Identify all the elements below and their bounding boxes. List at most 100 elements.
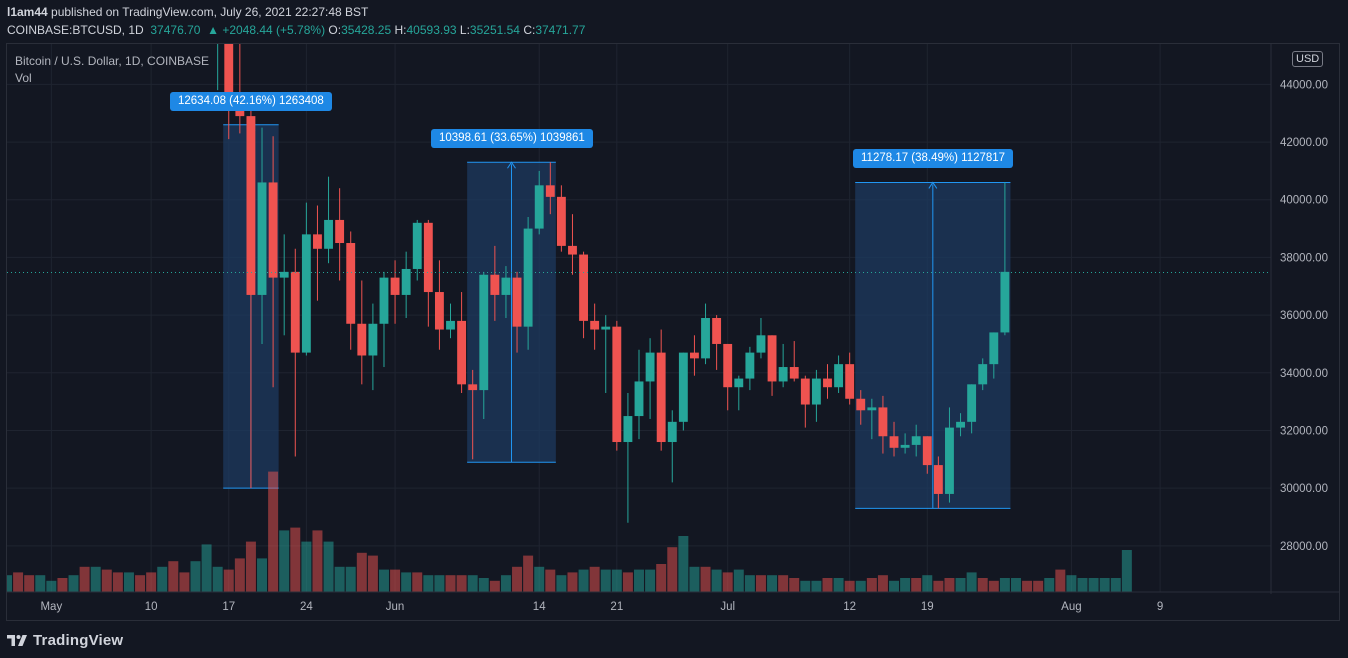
- candle: [967, 384, 977, 434]
- volume-bar: [1033, 580, 1044, 592]
- candle-body: [368, 323, 378, 356]
- candle-body: [634, 381, 644, 417]
- price-tick-label: 42000.00: [1280, 137, 1328, 149]
- price-tick-label: 30000.00: [1280, 483, 1328, 495]
- candle-body: [568, 245, 577, 255]
- candle: [945, 407, 954, 503]
- time-tick-label: 14: [533, 601, 546, 613]
- candle-body: [612, 326, 622, 443]
- candle: [601, 315, 611, 393]
- candle-body: [734, 378, 744, 388]
- volume-bar: [234, 558, 245, 592]
- volume-legend[interactable]: Vol: [15, 71, 32, 85]
- volume-bar: [999, 578, 1010, 592]
- candle-body: [501, 277, 511, 295]
- volume-bar: [1066, 575, 1077, 592]
- volume-bar: [711, 569, 722, 592]
- candle-body: [556, 196, 566, 246]
- candle: [1000, 182, 1010, 336]
- measure-label[interactable]: 12634.08 (42.16%) 1263408: [170, 92, 332, 111]
- candle-body: [290, 271, 300, 353]
- candle: [279, 234, 289, 336]
- volume-bar: [1088, 578, 1099, 592]
- volume-bar: [1022, 580, 1033, 592]
- price-chart[interactable]: 44000.00 42000.00 40000.00 38000.00 36000.00…: [7, 44, 1339, 620]
- measure-label[interactable]: 11278.17 (38.49%) 1127817: [853, 149, 1014, 168]
- volume-bar: [123, 572, 134, 592]
- candle-body: [434, 292, 444, 330]
- candle-body: [623, 416, 633, 443]
- volume-bar: [567, 572, 578, 592]
- candle: [579, 251, 588, 339]
- candle: [390, 260, 400, 324]
- volume-bar: [955, 578, 966, 592]
- volume-bar: [257, 558, 268, 592]
- volume-bar: [622, 572, 633, 592]
- last-price: 37476.70: [150, 23, 201, 37]
- candle-body: [656, 352, 666, 443]
- volume-bar: [844, 580, 855, 592]
- volume-bar: [534, 566, 545, 592]
- time-axis-labels: May 10 17 24 Jun 14 21 Jul 12 19 Aug 9: [40, 601, 1163, 613]
- volume-bar: [1044, 578, 1055, 592]
- volume-bar: [456, 575, 467, 592]
- tradingview-footer[interactable]: TradingView: [7, 630, 123, 650]
- candle: [590, 303, 600, 350]
- time-tick-label: Aug: [1061, 601, 1081, 613]
- candle: [545, 162, 555, 215]
- volume-bar: [523, 555, 534, 592]
- volume-bar: [356, 552, 367, 592]
- price-tick-label: 28000.00: [1280, 541, 1328, 553]
- volume-bar: [57, 578, 68, 592]
- candle-body: [845, 364, 855, 399]
- price-tick-label: 36000.00: [1280, 310, 1328, 322]
- candle: [468, 369, 478, 460]
- price-tick-label: 40000.00: [1280, 195, 1328, 207]
- volume-bar: [811, 580, 822, 592]
- candle-body: [446, 320, 455, 330]
- measure-label[interactable]: 10398.61 (33.65%) 1039861: [431, 129, 593, 148]
- volume-bar: [889, 580, 900, 592]
- candle: [434, 260, 444, 350]
- candle-body: [900, 444, 910, 448]
- candle-body: [678, 352, 688, 422]
- time-tick-label: 12: [843, 601, 856, 613]
- volume-bar: [512, 566, 523, 592]
- candle: [911, 424, 921, 457]
- candle: [701, 303, 710, 365]
- candle: [290, 248, 300, 457]
- volume-bar: [112, 572, 123, 592]
- currency-badge[interactable]: USD: [1292, 51, 1324, 67]
- price-tick-label: 32000.00: [1280, 425, 1328, 437]
- volume-bar: [722, 572, 733, 592]
- candle: [446, 303, 455, 339]
- volume-bar: [378, 569, 389, 592]
- volume-bar: [966, 572, 977, 592]
- candle: [257, 127, 267, 344]
- publisher-name[interactable]: l1am44: [7, 5, 48, 19]
- candle-body: [601, 326, 611, 330]
- volume-bar: [290, 527, 301, 592]
- candle: [512, 271, 522, 353]
- candle: [856, 390, 866, 425]
- candle: [501, 266, 511, 318]
- volume-bar: [634, 569, 644, 592]
- candle: [479, 271, 489, 419]
- volume-bar: [423, 575, 434, 592]
- candle: [734, 375, 744, 411]
- candle-body: [945, 427, 954, 494]
- volume-bar: [168, 561, 179, 592]
- candle: [423, 219, 433, 327]
- candle: [823, 364, 832, 399]
- candle-body: [1000, 271, 1010, 333]
- volume-bar: [944, 578, 955, 592]
- close-label: C:: [523, 23, 536, 37]
- candle: [313, 205, 322, 301]
- volume-bar: [445, 575, 456, 592]
- series-legend-title[interactable]: Bitcoin / U.S. Dollar, 1D, COINBASE: [15, 54, 210, 68]
- candle-body: [423, 222, 433, 293]
- volume-bar: [212, 566, 223, 592]
- candle-body: [645, 352, 655, 382]
- volume-bar: [135, 575, 146, 592]
- volume-bar: [489, 580, 500, 592]
